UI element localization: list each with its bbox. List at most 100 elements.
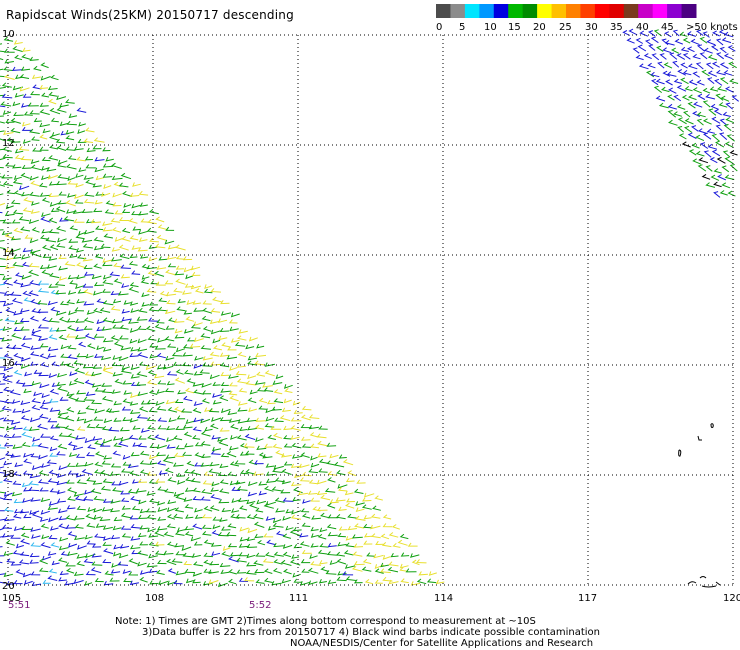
- wind-barb: [731, 95, 739, 102]
- wind-barb: [172, 361, 183, 366]
- wind-barb: [30, 209, 40, 214]
- wind-barb: [695, 150, 705, 157]
- wind-barb: [238, 329, 248, 334]
- wind-barb: [721, 165, 730, 173]
- lon-label-108: 108: [145, 593, 164, 604]
- wind-barb: [129, 401, 139, 406]
- wind-barb: [110, 305, 121, 311]
- wind-barb: [41, 92, 50, 98]
- wind-barb: [256, 387, 266, 392]
- wind-barb: [11, 219, 21, 224]
- wind-barb: [37, 479, 49, 484]
- wind-barb: [200, 430, 211, 437]
- wind-barb: [289, 529, 301, 537]
- wind-barb: [156, 365, 167, 370]
- wind-barb: [711, 133, 720, 142]
- wind-barb: [0, 58, 4, 61]
- wind-barb: [76, 426, 86, 431]
- wind-barb: [210, 542, 222, 547]
- wind-barb: [202, 356, 213, 361]
- wind-barb: [19, 86, 30, 92]
- wind-barb: [109, 577, 120, 582]
- wind-barb: [185, 476, 194, 482]
- wind-barb: [284, 388, 293, 393]
- wind-barb: [345, 536, 355, 541]
- wind-barb: [229, 366, 238, 371]
- wind-speed-legend: 0 5 10 15 20 25 30 35 40 45 >50 knots: [436, 4, 738, 33]
- wind-barb: [57, 237, 67, 243]
- wind-barb: [38, 470, 49, 476]
- wind-barb: [3, 48, 15, 53]
- wind-barb: [47, 300, 58, 306]
- wind-barb: [336, 470, 346, 476]
- wind-barb: [73, 360, 84, 365]
- wind-barb: [426, 578, 437, 584]
- wind-barb: [397, 539, 408, 546]
- wind-barb: [84, 229, 95, 235]
- wind-barb: [0, 273, 5, 276]
- wind-barb: [208, 407, 220, 413]
- wind-barb: [212, 338, 221, 344]
- wind-barb: [382, 523, 393, 528]
- wind-barb: [66, 193, 77, 198]
- wind-barb: [212, 516, 221, 521]
- wind-barb: [101, 192, 111, 197]
- wind-barb: [40, 212, 51, 218]
- wind-barb: [149, 498, 158, 504]
- wind-barb: [164, 387, 174, 393]
- wind-barb: [0, 115, 4, 117]
- wind-barb: [318, 468, 328, 473]
- wind-barb: [113, 417, 122, 422]
- wind-barb: [108, 426, 120, 432]
- wind-barb: [249, 502, 258, 509]
- wind-barb: [209, 461, 220, 467]
- wind-barb: [60, 344, 69, 350]
- wind-barb: [72, 445, 84, 451]
- wind-barb: [247, 425, 258, 431]
- wind-barb: [39, 192, 51, 197]
- wind-barb: [3, 66, 13, 71]
- wind-barb: [220, 388, 231, 393]
- wind-barb: [711, 61, 720, 68]
- wind-barb: [91, 274, 102, 280]
- wind-barb: [41, 534, 50, 540]
- wind-barb: [166, 299, 176, 305]
- wind-barb: [94, 253, 104, 259]
- wind-barb: [691, 125, 699, 132]
- wind-barb: [237, 335, 247, 341]
- wind-barb: [102, 274, 112, 280]
- wind-barb: [72, 209, 84, 215]
- wind-barb: [110, 218, 121, 223]
- wind-barb: [49, 388, 59, 395]
- wind-barb: [13, 526, 24, 532]
- wind-barb: [48, 469, 59, 476]
- wind-barb: [22, 247, 33, 253]
- wind-barb: [148, 389, 158, 395]
- wind-barb: [231, 486, 240, 491]
- wind-barb: [94, 440, 104, 446]
- wind-barb: [102, 548, 114, 555]
- wind-barb: [65, 135, 75, 141]
- wind-barb: [74, 307, 85, 312]
- wind-barb: [676, 53, 686, 60]
- wind-barb: [702, 118, 712, 125]
- wind-barb: [662, 70, 671, 77]
- wind-barb: [266, 400, 276, 405]
- wind-barb: [230, 435, 238, 440]
- wind-barb: [190, 284, 201, 290]
- legend-label-30: 30: [585, 22, 598, 33]
- wind-barb: [202, 362, 213, 367]
- wind-barb: [193, 321, 203, 327]
- wind-barb: [221, 342, 231, 348]
- wind-barb: [56, 95, 67, 101]
- wind-barb: [82, 283, 94, 288]
- wind-barb: [290, 481, 302, 487]
- wind-barb: [81, 208, 93, 214]
- wind-barb: [186, 378, 195, 384]
- wind-barb: [18, 216, 30, 222]
- wind-barb: [228, 390, 238, 396]
- wind-barb: [275, 530, 285, 536]
- wind-barb: [139, 525, 149, 530]
- wind-barb: [37, 423, 48, 430]
- wind-barb: [208, 579, 219, 585]
